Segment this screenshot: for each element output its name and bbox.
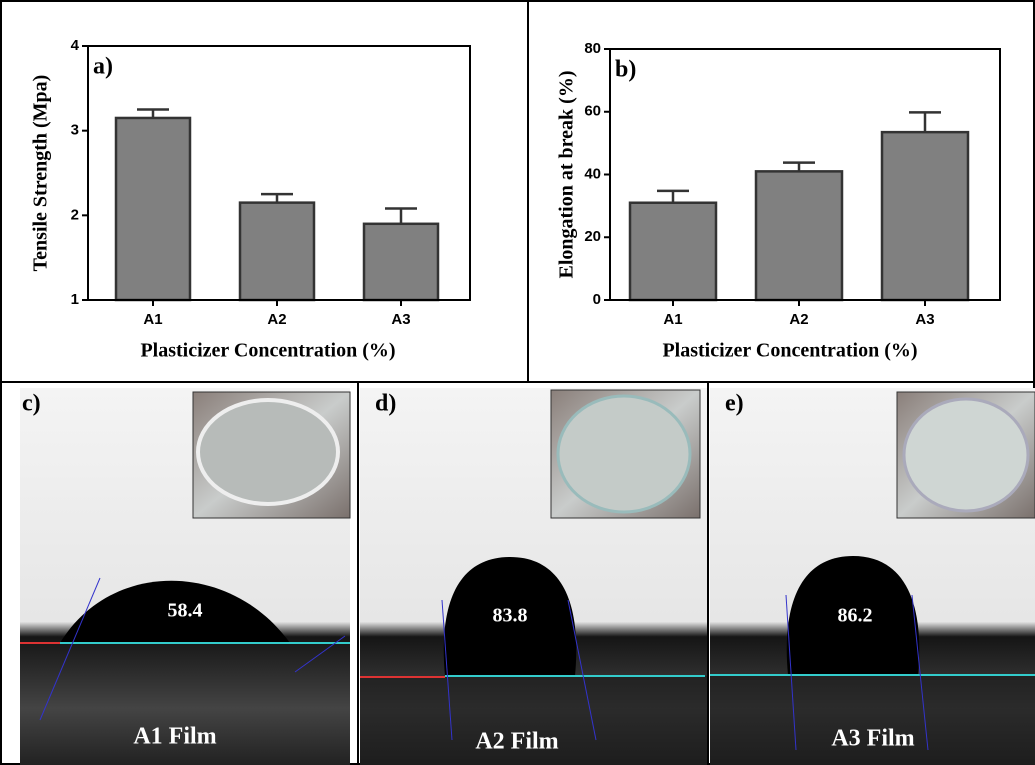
panel-c: c) 58.4 A1 Film <box>20 388 351 765</box>
panel-label: d) <box>375 391 396 417</box>
x-tick-label: A3 <box>391 311 410 328</box>
bar <box>628 201 718 302</box>
petri-dish <box>902 397 1030 513</box>
y-tick-label: 80 <box>584 40 601 57</box>
bar <box>754 170 844 302</box>
substrate <box>360 676 707 765</box>
tangent <box>39 577 101 721</box>
film-label: A3 Film <box>831 726 914 752</box>
x-axis-title: Plasticizer Concentration (%) <box>140 340 395 362</box>
bar <box>114 116 192 302</box>
tangent <box>567 599 597 741</box>
panel-d: d) 83.8 A2 Film <box>360 388 707 765</box>
y-tick-label: 1 <box>71 291 79 308</box>
y-tick-label: 40 <box>584 165 601 182</box>
y-tick-label: 2 <box>71 206 79 223</box>
droplet <box>786 556 920 675</box>
x-axis-title: Plasticizer Concentration (%) <box>662 340 917 362</box>
contact-angle: 86.2 <box>838 605 873 627</box>
droplet <box>443 557 577 676</box>
bar <box>362 222 440 302</box>
y-axis-title: Tensile Strength (Mpa) <box>30 75 52 272</box>
x-tick-label: A2 <box>267 311 286 328</box>
y-tick-label: 3 <box>71 122 79 139</box>
y-axis-title: Elongation at break (%) <box>556 71 578 279</box>
x-tick-label: A3 <box>915 311 934 328</box>
tangent <box>441 599 453 741</box>
contact-angle: 58.4 <box>168 600 203 622</box>
panel-e: e) 86.2 A3 Film <box>710 388 1035 765</box>
panel-label: e) <box>725 391 744 417</box>
x-tick-label: A2 <box>789 311 808 328</box>
contact-angle: 83.8 <box>493 605 528 627</box>
petri-dish <box>556 394 692 514</box>
tangent <box>911 594 929 751</box>
panel-label: b) <box>615 57 636 83</box>
petri-dish <box>196 398 340 506</box>
panel-label: a) <box>93 54 113 80</box>
substrate <box>710 675 1035 765</box>
y-tick-label: 60 <box>584 103 601 120</box>
y-tick-label: 0 <box>593 291 601 308</box>
bar <box>238 201 316 302</box>
bar <box>880 130 970 302</box>
film-label: A1 Film <box>133 724 216 750</box>
droplet <box>60 580 290 643</box>
x-tick-label: A1 <box>143 311 162 328</box>
film-label: A2 Film <box>475 729 558 755</box>
plot-frame <box>87 45 471 301</box>
tangent <box>785 594 797 751</box>
tangent <box>294 635 346 673</box>
x-tick-label: A1 <box>663 311 682 328</box>
panel-label: c) <box>22 391 41 417</box>
plot-frame <box>609 48 1001 301</box>
y-tick-label: 4 <box>71 37 80 54</box>
y-tick-label: 20 <box>584 228 601 245</box>
